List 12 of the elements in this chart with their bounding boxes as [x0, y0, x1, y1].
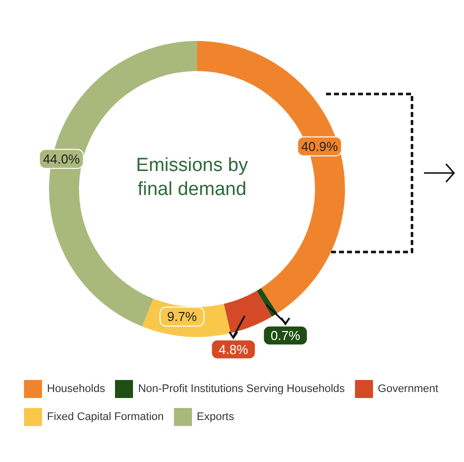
data-label: 40.9% [301, 138, 338, 154]
data-label: 4.8% [218, 342, 249, 357]
legend-label: Non-Profit Institutions Serving Households [138, 383, 345, 395]
legend-label: Government [378, 383, 438, 395]
legend-label: Exports [196, 411, 234, 423]
donut-slice [224, 290, 272, 334]
legend-label: Households [47, 383, 106, 395]
legend-label: Fixed Capital Formation [47, 411, 164, 423]
data-label: 9.7% [167, 309, 198, 324]
text: Emissions by final demand [136, 155, 248, 200]
data-label: 44.0% [42, 151, 80, 166]
data-label: 0.7% [270, 328, 301, 344]
